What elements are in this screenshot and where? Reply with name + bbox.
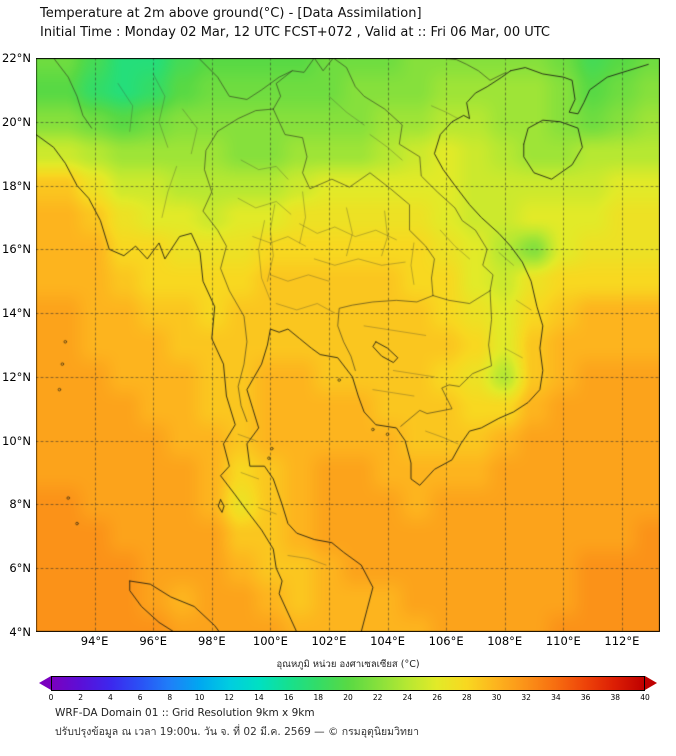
colorbar-tick-label: 6 (137, 693, 143, 702)
colorbar-tick-label: 38 (610, 693, 621, 702)
colorbar-tick-label: 4 (108, 693, 113, 702)
colorbar-gradient (51, 676, 645, 691)
y-axis-tick-label: 22°N (2, 51, 31, 65)
colorbar-left-arrow-icon (39, 676, 51, 690)
map-canvas (36, 58, 660, 632)
colorbar (39, 676, 657, 691)
colorbar-tick-label: 32 (521, 693, 531, 702)
colorbar-tick-label: 14 (254, 693, 264, 702)
x-axis-tick-label: 108°E (487, 634, 523, 648)
y-axis-tick-label: 14°N (2, 306, 31, 321)
colorbar-tick-label: 20 (343, 693, 353, 702)
colorbar-tick-label: 0 (48, 693, 54, 702)
x-axis-tick-label: 102°E (311, 634, 347, 648)
x-axis-tick-label: 112°E (604, 634, 640, 648)
colorbar-tick-label: 22 (372, 693, 383, 702)
x-axis-tick-label: 104°E (370, 634, 406, 648)
colorbar-right-arrow-icon (645, 676, 657, 690)
colorbar-tick-label: 16 (283, 693, 294, 702)
x-axis-tick-label: 100°E (252, 634, 288, 648)
colorbar-tick-label: 8 (167, 693, 173, 702)
x-axis-tick-label: 110°E (545, 634, 581, 648)
x-axis-tick-label: 96°E (139, 634, 167, 648)
colorbar-tick-label: 36 (580, 693, 591, 702)
y-axis-tick-label: 20°N (2, 114, 31, 129)
x-axis-tick-label: 98°E (197, 634, 226, 648)
y-axis-tick-label: 16°N (2, 242, 31, 257)
colorbar-tick-label: 40 (640, 693, 650, 702)
x-axis-tick-label: 106°E (428, 634, 464, 648)
plot-area (36, 58, 660, 632)
colorbar-tick-label: 28 (462, 693, 472, 702)
y-axis-tick-label: 10°N (2, 433, 31, 448)
colorbar-tick-label: 24 (402, 693, 413, 702)
colorbar-tick-label: 10 (194, 693, 205, 702)
page-subtitle: Initial Time : Monday 02 Mar, 12 UTC FCS… (40, 25, 550, 40)
x-axis: 94°E 96°E 98°E 100°E 102°E 104°E 106°E 108°E 110… (36, 632, 660, 648)
y-axis-tick-label: 12°N (2, 369, 31, 384)
y-axis-tick-label: 4°N (9, 625, 31, 639)
y-axis-tick-label: 18°N (2, 178, 31, 193)
y-axis-tick-label: 8°N (9, 497, 31, 512)
colorbar-tick-label: 30 (491, 693, 502, 702)
footer-line2: ปรับปรุงข้อมูล ณ เวลา 19:00น. วัน จ. ที่… (55, 726, 419, 738)
colorbar-tick-label: 18 (313, 693, 324, 702)
page-title: Temperature at 2m above ground(°C) - [Da… (40, 6, 422, 21)
colorbar-tick-label: 12 (224, 693, 234, 702)
footer-line1: WRF-DA Domain 01 :: Grid Resolution 9km … (55, 707, 315, 719)
colorbar-tick-label: 2 (78, 693, 84, 702)
colorbar-tick-label: 26 (432, 693, 442, 702)
x-axis-tick-label: 94°E (80, 634, 109, 648)
colorbar-ticks: 0 2 4 6 8 10 12 14 16 18 20 22 24 26 28 30 32 34 36 38 40 (48, 693, 650, 703)
colorbar-tick-label: 34 (551, 693, 561, 702)
y-axis-tick-label: 6°N (9, 561, 31, 576)
y-axis: 4°N 6°N 8°N 10°N 12°N 14°N 16°N 18°N 20°N 22°N (0, 51, 34, 639)
colorbar-label: อุณหภูมิ หน่วย องศาเซลเซียส (°C) (276, 659, 420, 670)
